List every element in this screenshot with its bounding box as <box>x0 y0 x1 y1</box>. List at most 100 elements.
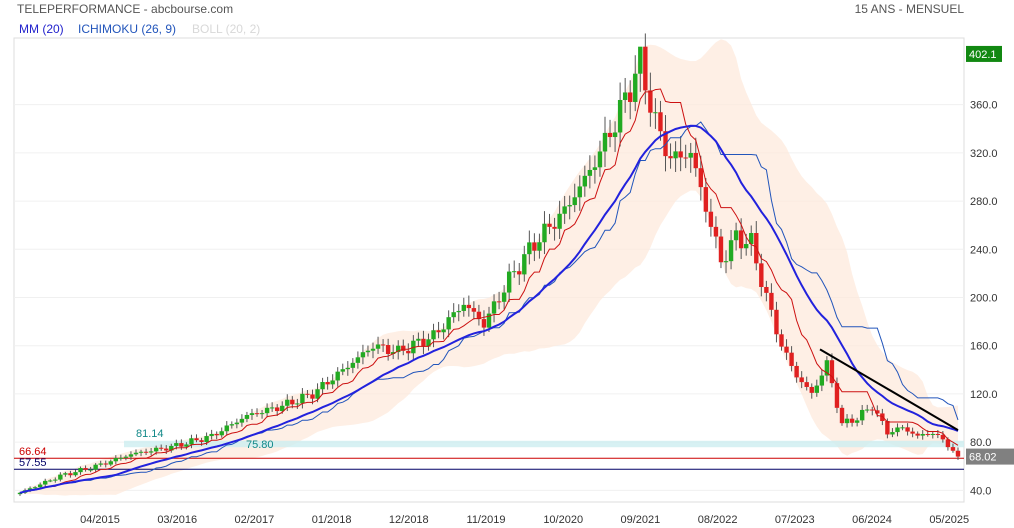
candle-body <box>406 350 411 354</box>
candle-body <box>517 271 522 275</box>
candle-body <box>431 330 436 340</box>
candle-body <box>839 407 845 424</box>
candle-body <box>557 213 562 229</box>
candle-body <box>819 375 825 386</box>
candle-body <box>179 443 184 447</box>
candle-body <box>723 261 729 263</box>
legend-boll[interactable]: BOLL (20, 2) <box>192 22 261 36</box>
candle-body <box>451 312 456 318</box>
candle-body <box>83 468 88 470</box>
candle-body <box>350 362 356 368</box>
candle-body <box>587 169 593 176</box>
candle-body <box>577 186 582 198</box>
candle-body <box>673 151 678 159</box>
candle-body <box>199 440 204 442</box>
candle-body <box>320 382 325 390</box>
y-tick-label: 160.0 <box>970 341 998 353</box>
y-tick-label: 80.0 <box>970 437 991 449</box>
candle-body <box>880 413 885 421</box>
candle-body <box>602 132 608 152</box>
candle-body <box>829 360 835 384</box>
candle-body <box>138 451 144 453</box>
candle-body <box>108 461 113 465</box>
candle-body <box>708 211 714 227</box>
candle-body <box>148 451 154 453</box>
candle-body <box>63 473 68 475</box>
candle-body <box>335 371 340 381</box>
candle-body <box>592 167 598 170</box>
candle-body <box>491 301 497 314</box>
candle-body <box>865 409 870 411</box>
candle-body <box>537 242 542 251</box>
support-zone <box>124 440 964 448</box>
candle-body <box>37 484 43 488</box>
candle-body <box>184 444 189 447</box>
candle-body <box>749 233 754 245</box>
support-zone-label: 81.14 <box>136 428 164 440</box>
candle-body <box>698 168 704 188</box>
candle-body <box>643 46 648 91</box>
candle-body <box>658 112 663 132</box>
candle-body <box>345 367 350 370</box>
candle-body <box>259 413 265 415</box>
candle-body <box>597 151 603 168</box>
candle-body <box>738 230 744 249</box>
candle-body <box>310 394 315 399</box>
candle-body <box>885 420 890 435</box>
candle-body <box>189 438 194 445</box>
candle-body <box>280 405 285 412</box>
candle-body <box>945 439 951 448</box>
candle-body <box>935 433 941 435</box>
candle-body <box>895 427 900 433</box>
candle-body <box>638 46 643 74</box>
candle-body <box>703 187 709 212</box>
legend-mm[interactable]: MM (20) <box>19 22 64 36</box>
candle-body <box>441 329 446 333</box>
candle-body <box>688 152 693 158</box>
candle-body <box>340 369 345 372</box>
candle-body <box>390 352 396 354</box>
candle-body <box>396 345 401 353</box>
candle-body <box>300 393 305 404</box>
candle-body <box>870 409 875 411</box>
legend-ichimoku[interactable]: ICHIMOKU (26, 9) <box>78 22 177 36</box>
candle-body <box>224 425 229 432</box>
level-label: 66.64 <box>19 446 47 458</box>
chart-title: TELEPERFORMANCE - abcbourse.com <box>17 2 234 16</box>
candle-body <box>733 230 739 241</box>
candle-body <box>290 399 295 405</box>
candle-body <box>769 292 774 310</box>
x-tick-label: 08/2022 <box>698 514 738 526</box>
candle-body <box>648 90 653 113</box>
support-zone-label-low: 75.80 <box>246 439 274 451</box>
candle-body <box>799 377 804 383</box>
candle-body <box>446 317 451 330</box>
candle-body <box>17 492 23 495</box>
candle-body <box>617 99 623 133</box>
candle-body <box>471 308 477 312</box>
candle-body <box>355 357 361 363</box>
candle-body <box>779 334 784 347</box>
moving-average-line <box>19 124 959 494</box>
candle-body <box>693 152 698 169</box>
candle-body <box>481 319 487 328</box>
candle-body <box>900 427 905 429</box>
candle-body <box>48 480 53 482</box>
candle-body <box>572 197 577 206</box>
candle-body <box>950 447 956 451</box>
candle-body <box>113 458 119 462</box>
chart-period: 15 ANS - MENSUEL <box>854 2 964 16</box>
x-tick-label: 11/2019 <box>467 514 506 526</box>
candle-body <box>285 399 290 406</box>
last-price-tag <box>966 448 1014 465</box>
y-tick-label: 40.0 <box>970 485 991 497</box>
candle-body <box>421 338 426 347</box>
candle-body <box>27 488 33 491</box>
candle-body <box>103 463 108 465</box>
candle-body <box>365 350 371 353</box>
y-tick-label: 200.0 <box>970 293 998 305</box>
candle-body <box>940 434 946 440</box>
candle-body <box>164 448 169 451</box>
candle-body <box>728 240 734 262</box>
